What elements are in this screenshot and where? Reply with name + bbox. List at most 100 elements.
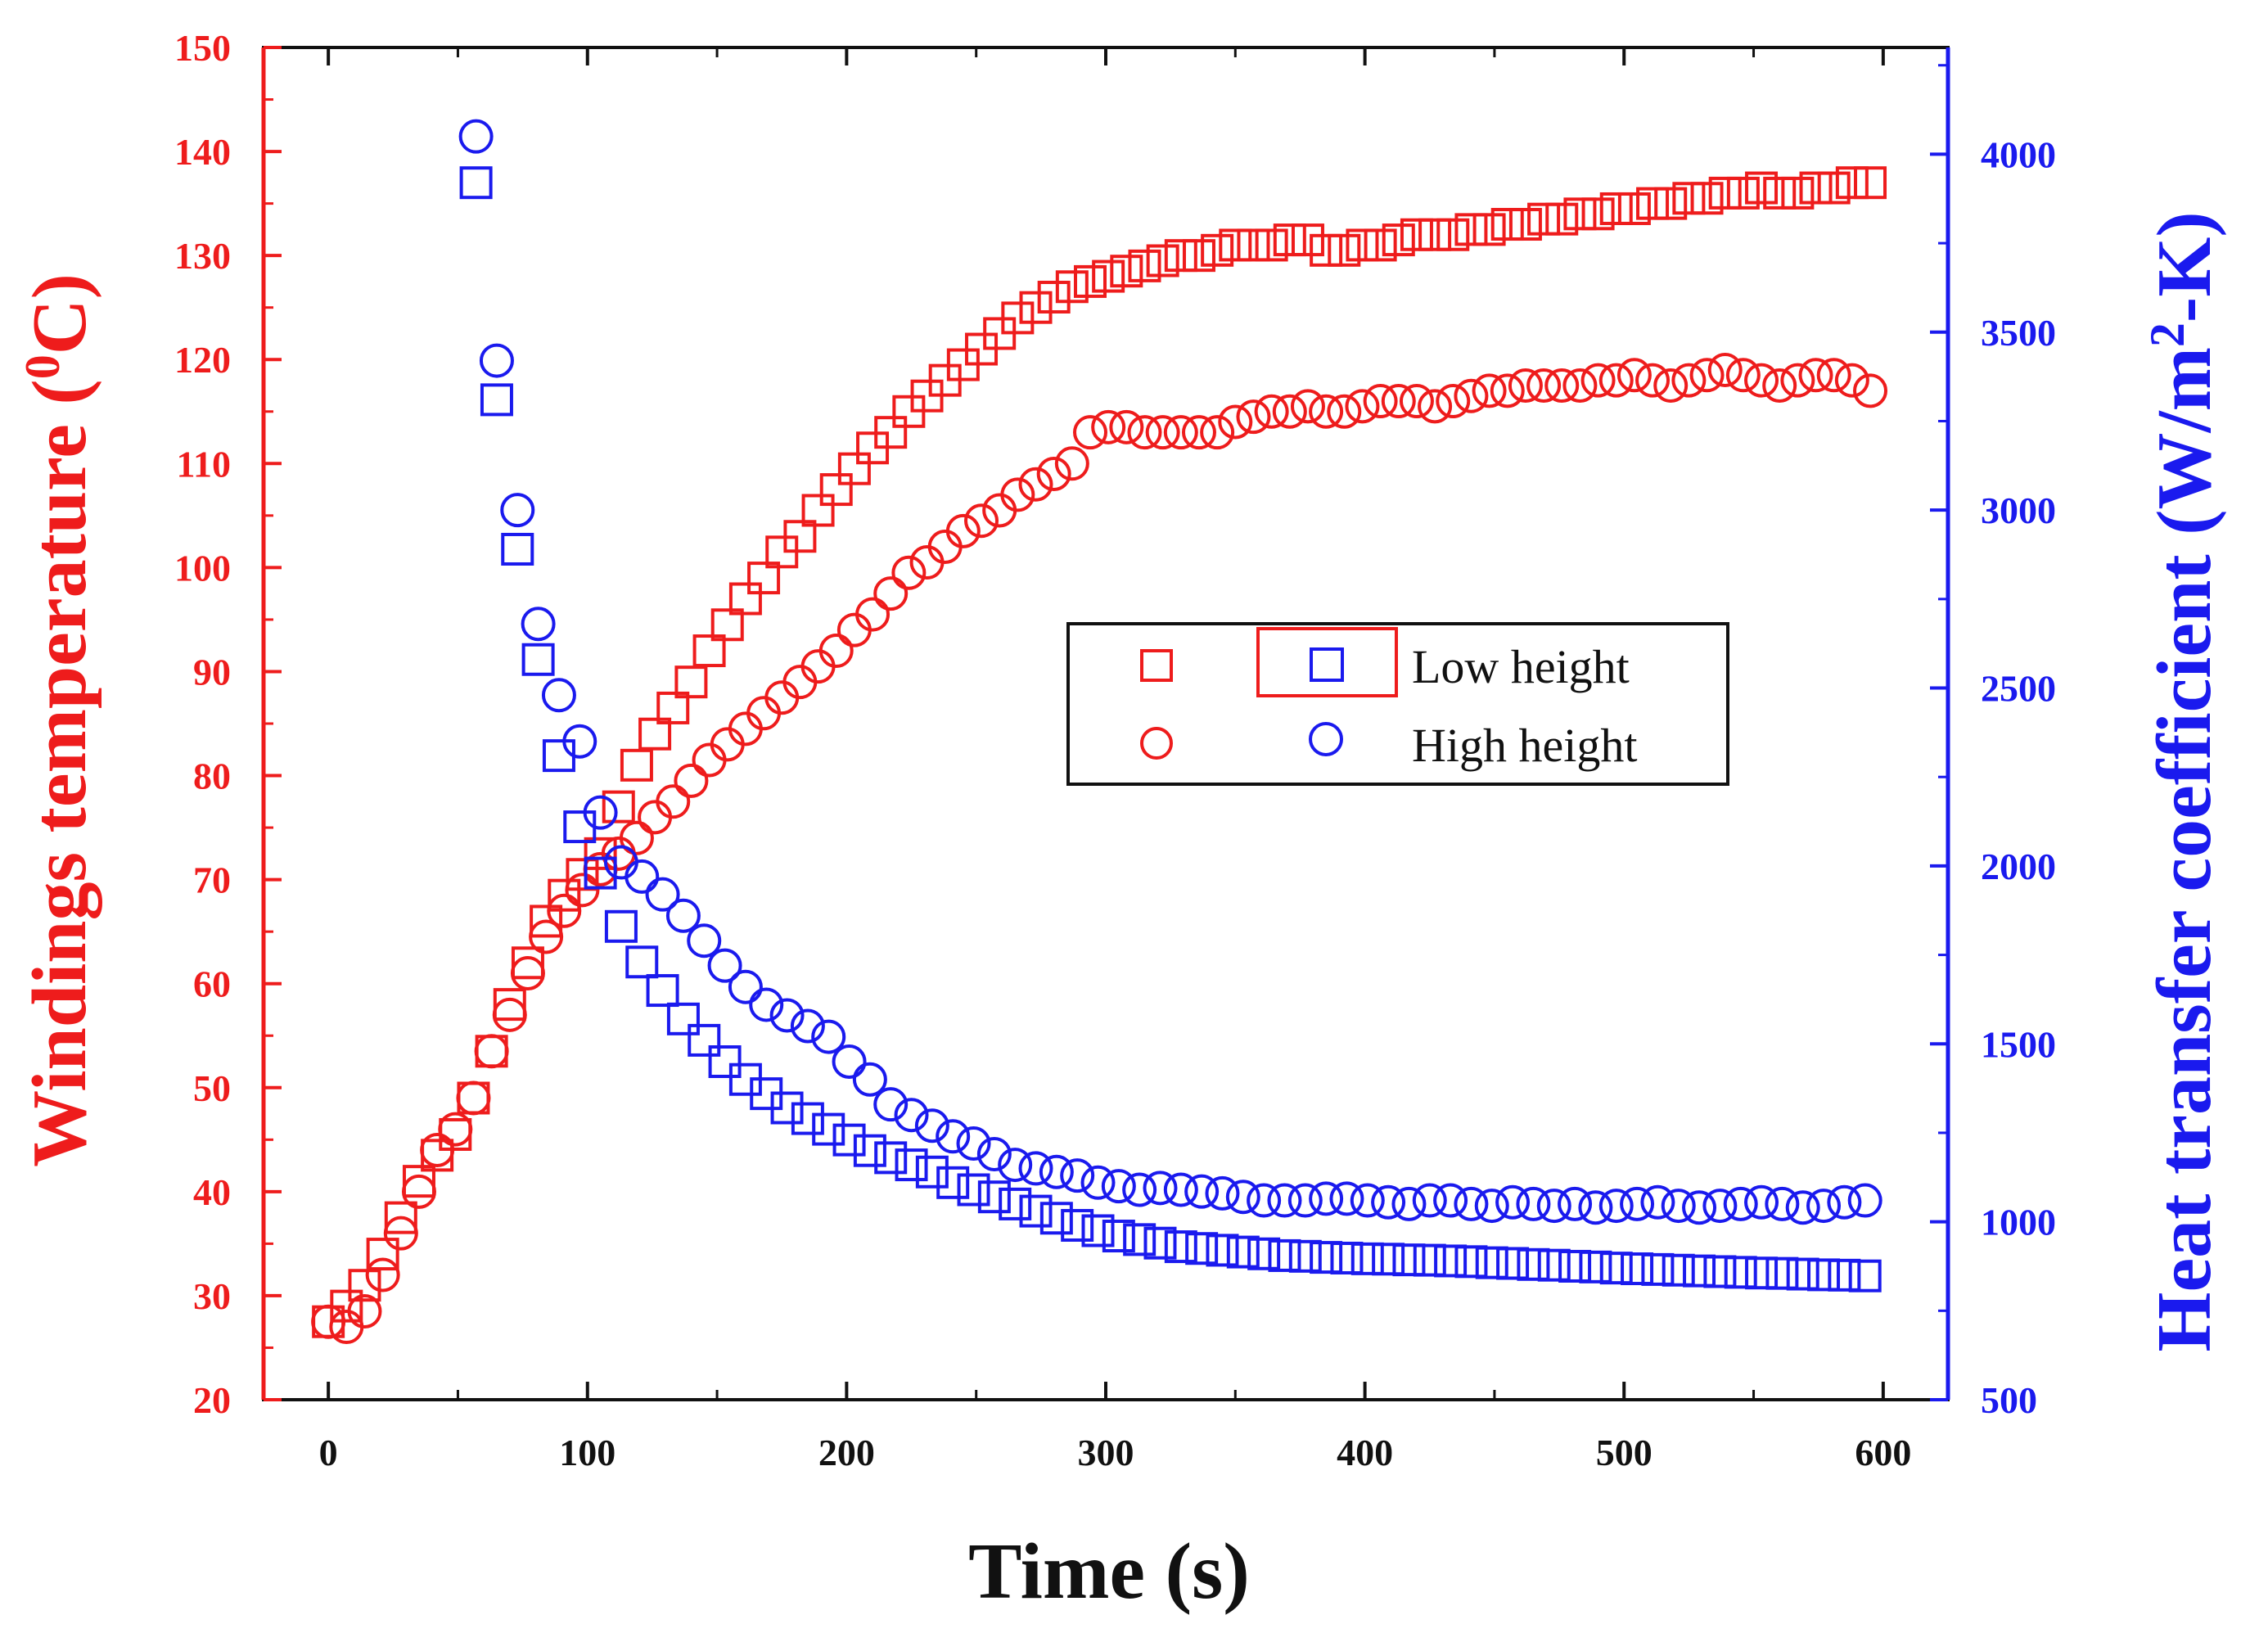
y-left-tick-label: 150 [174,27,231,69]
data-point-circle [500,493,535,528]
data-point-circle [1200,415,1235,450]
y-left-tick-label: 100 [174,547,231,589]
data-point-circle [1329,1181,1364,1216]
data-point-square [1835,166,1869,200]
data-point-circle [1847,1183,1882,1218]
data-point-square [638,717,672,751]
data-point-square [1641,1252,1675,1286]
ticks-layer: 0 100 200 300 400 500 600 20 30 40 50 60 70 80 90 100 11… [174,27,2056,1473]
y-right-tick-label: 2000 [1981,846,2056,887]
data-point-square [1146,244,1179,277]
data-point-circle [1827,1184,1862,1220]
data-point-circle [1060,1158,1095,1193]
data-point-square [1726,176,1760,210]
data-point-square [1636,187,1670,220]
legend-label-low-height: Low height [1412,640,1630,693]
data-point-circle [1474,1189,1509,1224]
legend-htc-square-marker [1310,647,1344,682]
data-point-square [1110,255,1143,288]
data-point-circle [1391,1186,1427,1221]
data-point-circle [665,898,701,933]
data-point-square [832,1123,866,1157]
data-point-square [666,1002,700,1035]
series-left-square [312,166,1887,1338]
data-point-square [1226,1235,1260,1269]
data-point-square [1201,233,1234,267]
data-point-circle [479,343,514,378]
data-point-square [620,748,653,782]
data-point-circle [1635,363,1671,398]
data-point-square [853,1134,886,1167]
y-right-tick-label: 1000 [1981,1202,2056,1243]
data-point-circle [1454,378,1489,413]
data-point-circle [1785,1190,1820,1225]
data-point-square [1247,1237,1281,1270]
data-point-circle [1145,415,1180,450]
data-point-circle [769,998,805,1033]
data-point-square [402,1165,435,1198]
data-point-circle [1143,1171,1178,1206]
data-point-circle [529,919,564,954]
data-point-square [1654,187,1688,220]
data-point-circle [638,800,673,835]
y-left-tick-label: 120 [174,339,231,381]
y-left-tick-label: 80 [193,756,231,797]
data-point-square [348,1269,381,1302]
data-point-square [1273,223,1306,257]
data-point-square [1490,208,1524,241]
y-left-tick-label: 30 [193,1275,231,1317]
data-point-circle [1616,358,1652,393]
legend-temp-circle-marker [1140,727,1173,760]
data-point-square [936,1166,970,1199]
data-point-circle [311,1304,346,1339]
data-point-circle [852,1062,887,1097]
data-point-circle [565,873,600,908]
legend-temp-square-marker [1140,649,1173,682]
data-point-square [1683,1254,1716,1288]
data-point-square [566,858,599,891]
data-point-square [688,1023,721,1057]
data-point-square [1164,239,1197,273]
y-right-tick-label: 3500 [1981,312,2056,354]
data-point-circle [1744,363,1779,398]
data-point-square [548,878,581,912]
y-left-tick-label: 70 [193,859,231,901]
data-point-circle [746,696,782,731]
data-point-square [1001,301,1035,335]
y-left-tick-label: 130 [174,235,231,277]
data-point-square [1745,1256,1779,1290]
data-point-circle [687,923,722,959]
data-point-square [801,494,835,527]
data-point-circle [1765,1186,1800,1221]
data-point-square [1413,1243,1446,1277]
data-point-circle [1671,363,1707,398]
data-point-square [1143,1226,1177,1260]
data-point-circle [1707,352,1743,387]
data-point-circle [1516,1186,1551,1221]
data-point-square [604,909,638,943]
x-tick-label: 600 [1855,1432,1911,1473]
data-point-square [1288,1239,1322,1273]
data-point-square [1219,228,1252,262]
x-tick-label: 400 [1337,1432,1393,1473]
data-point-circle [936,1119,971,1154]
y-right-tick-label: 2500 [1981,668,2056,710]
data-point-circle [1689,358,1725,393]
data-point-circle [1620,1186,1655,1221]
data-point-square [1724,1256,1757,1289]
y-left-tick-label: 40 [193,1171,231,1213]
data-point-circle [894,1098,929,1133]
series-right-circle [458,119,1882,1225]
data-point-square [1019,291,1053,324]
data-point-square [783,520,817,553]
data-point-circle [1091,409,1126,444]
data-point-circle [764,680,800,715]
data-point-circle [891,555,927,590]
data-point-square [1055,270,1089,304]
data-point-circle [674,763,709,798]
series-right-square [459,166,1882,1292]
data-point-square [1237,228,1270,262]
data-point-circle [365,1257,400,1292]
data-point-circle [707,948,742,983]
